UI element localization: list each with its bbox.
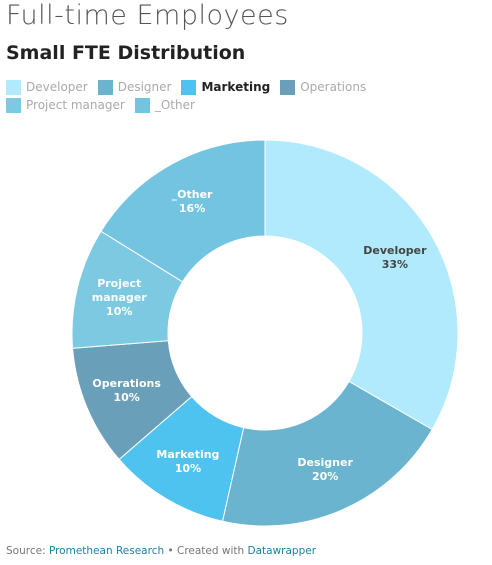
legend-item: Operations bbox=[280, 79, 366, 95]
slice-value: 16% bbox=[178, 201, 206, 215]
legend-item: _Other bbox=[134, 97, 195, 113]
chart-title: Full-time Employees bbox=[6, 0, 289, 31]
credit-label: • Created with bbox=[167, 545, 245, 557]
legend-item: Developer bbox=[6, 79, 88, 95]
legend-label: Designer bbox=[117, 80, 172, 94]
slice-label: Marketing 10% bbox=[153, 448, 223, 476]
slice-label: Developer 33% bbox=[360, 244, 430, 272]
slice-value: 10% bbox=[174, 461, 202, 475]
legend-swatch bbox=[6, 97, 21, 113]
slice-label: Designer 20% bbox=[290, 456, 360, 484]
slice-category: Operations bbox=[92, 376, 161, 390]
legend-label: _Other bbox=[154, 98, 195, 112]
legend-swatch bbox=[181, 79, 197, 95]
chart bbox=[71, 139, 459, 527]
legend-label: Marketing bbox=[201, 80, 271, 94]
slice-value: 20% bbox=[311, 470, 339, 484]
slice-labels: Developer 33% Designer 20% Marketing 10% Opera… bbox=[0, 130, 492, 530]
slice-category: Marketing bbox=[156, 447, 220, 461]
slice-category: Designer bbox=[297, 456, 353, 470]
legend-swatch bbox=[97, 79, 113, 95]
source-link[interactable]: Promethean Research bbox=[48, 545, 165, 557]
slice-value: 10% bbox=[106, 304, 133, 318]
legend-swatch bbox=[134, 97, 150, 113]
legend-label: Project manager bbox=[26, 98, 125, 112]
credit-link[interactable]: Datawrapper bbox=[247, 545, 317, 557]
slice-value: 10% bbox=[113, 390, 140, 404]
slice-label: _Other 16% bbox=[157, 188, 227, 216]
legend-swatch bbox=[6, 79, 21, 95]
legend-label: Developer bbox=[26, 80, 88, 94]
slice-category: Project manager bbox=[91, 276, 147, 304]
legend-item: Marketing bbox=[181, 79, 270, 95]
source-line: Source: Promethean Research • Created wi… bbox=[6, 545, 316, 557]
legend-label: Operations bbox=[300, 80, 367, 94]
slice-label: Project manager 10% bbox=[84, 277, 154, 319]
donut-slice bbox=[264, 139, 459, 431]
slice-category: _Other bbox=[171, 187, 213, 201]
slice-label: Operations 10% bbox=[92, 377, 162, 405]
source-label: Source: bbox=[6, 545, 46, 557]
slice-category: Developer bbox=[363, 244, 427, 257]
chart-subtitle: Small FTE Distribution bbox=[6, 42, 246, 64]
legend-item: Designer bbox=[97, 79, 172, 95]
donut-slice bbox=[100, 139, 266, 283]
legend-swatch bbox=[280, 79, 296, 95]
slice-value: 33% bbox=[381, 258, 409, 271]
legend-item: Project manager bbox=[6, 97, 125, 113]
legend: Developer Designer Marketing Operations Proj… bbox=[6, 79, 490, 113]
donut-slice bbox=[221, 380, 433, 527]
